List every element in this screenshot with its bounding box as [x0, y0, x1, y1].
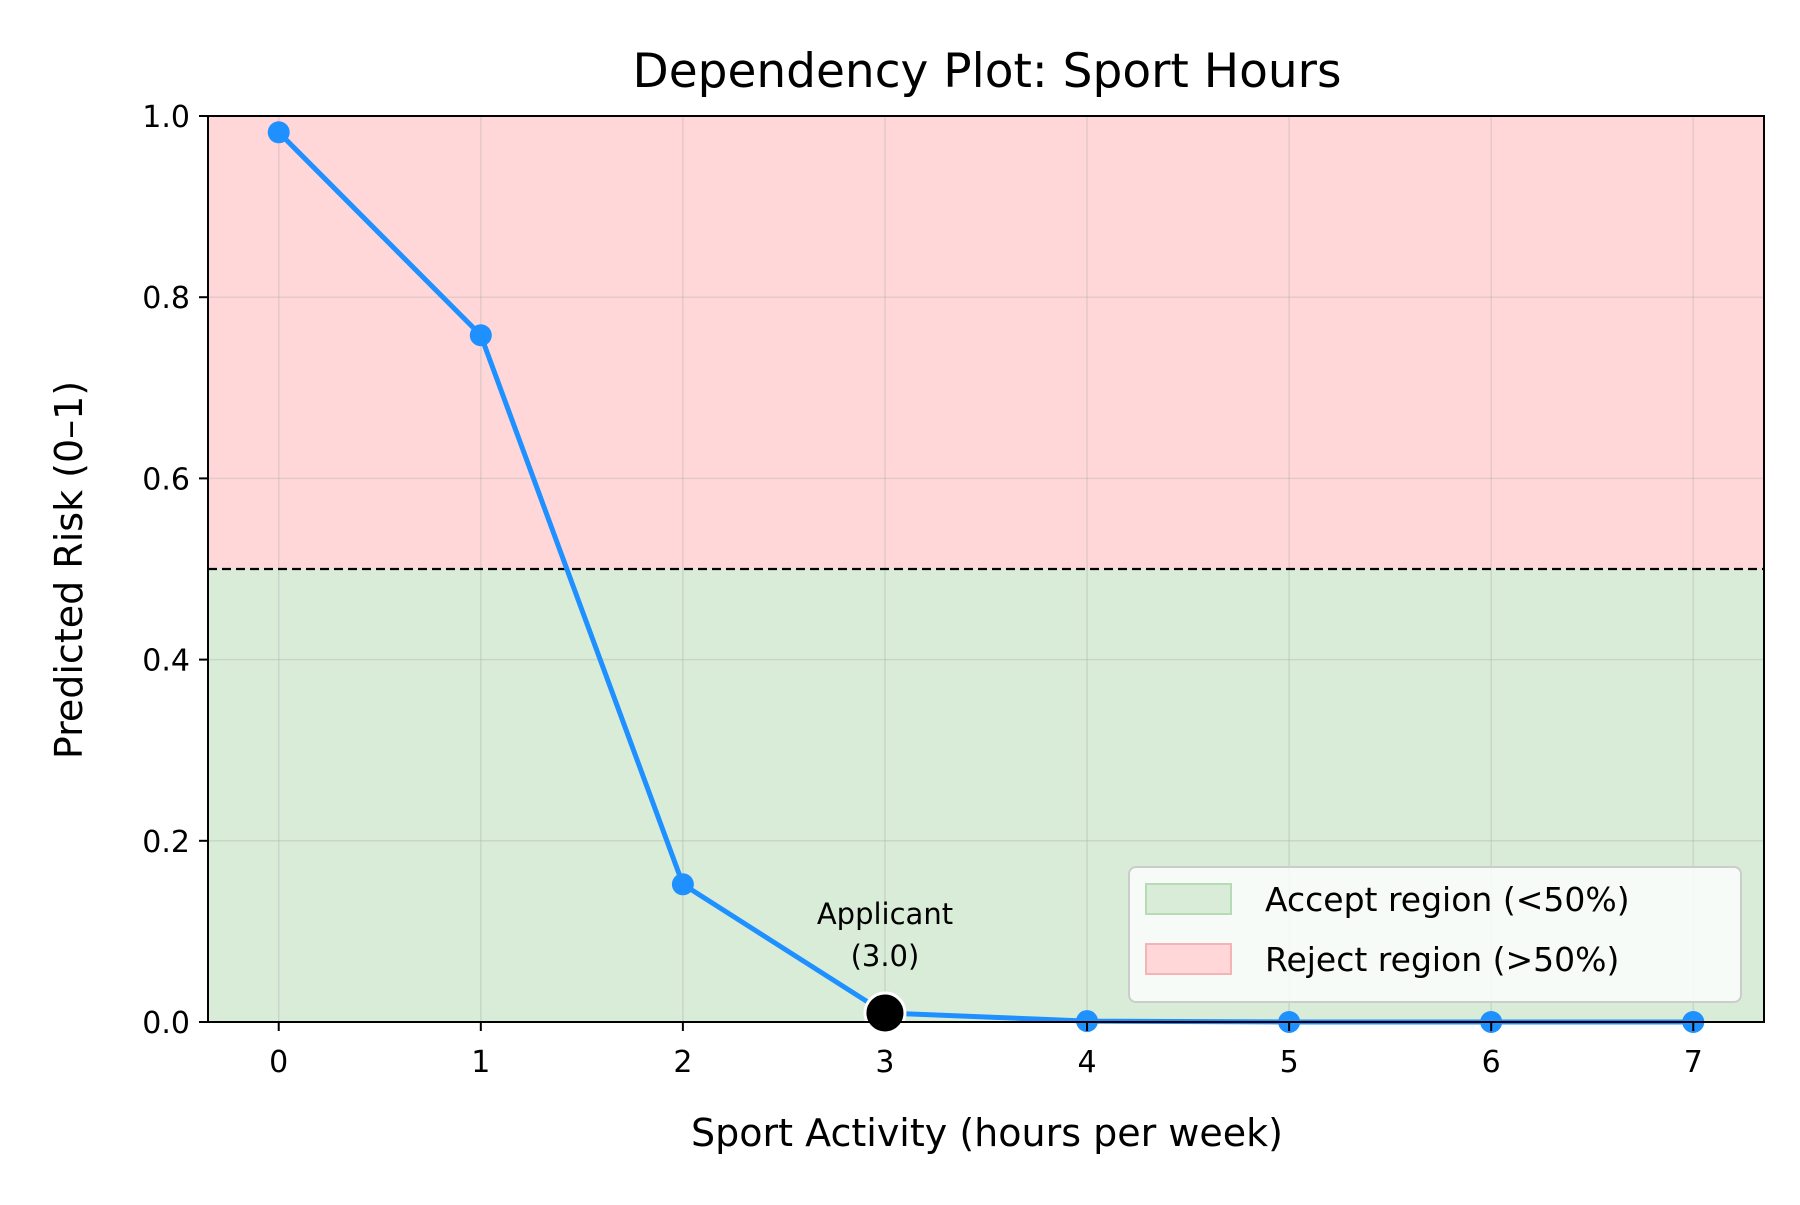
x-tick-label: 7: [1684, 1045, 1703, 1080]
data-point: [267, 121, 290, 144]
data-point: [469, 324, 492, 347]
x-tick-label: 5: [1280, 1045, 1299, 1080]
legend-label: Reject region (>50%): [1265, 940, 1619, 979]
x-tick-label: 4: [1077, 1045, 1096, 1080]
x-tick-label: 1: [471, 1045, 490, 1080]
y-tick-label: 0.8: [142, 281, 190, 316]
reject-region: [208, 116, 1764, 569]
legend-swatch: [1145, 943, 1232, 975]
regions-layer: [208, 116, 1764, 1022]
y-tick-label: 0.2: [142, 825, 190, 860]
x-tick-label: 6: [1482, 1045, 1501, 1080]
annotation-line-1: Applicant: [817, 897, 953, 931]
legend-swatch: [1145, 883, 1232, 915]
legend-box: [1128, 866, 1742, 1003]
x-tick-label: 0: [269, 1045, 288, 1080]
annotation-layer: Applicant (3.0): [817, 897, 953, 973]
x-tick-label: 3: [875, 1045, 894, 1080]
y-tick-label: 0.6: [142, 462, 190, 497]
y-tick-label: 0.0: [142, 1006, 190, 1041]
annotation-line-2: (3.0): [851, 939, 920, 973]
x-axis-label: Sport Activity (hours per week): [691, 1111, 1283, 1155]
legend-layer: Accept region (<50%) Reject region (>50%): [1128, 866, 1742, 1003]
axes-layer: 0 1 2 3 4 5 6 7 0.0 0.2 0.4 0.6 0.8 1.0: [142, 100, 1765, 1080]
plot-frame: [207, 115, 1765, 1023]
y-tick-label: 0.4: [142, 644, 190, 679]
x-tick-label: 2: [673, 1045, 692, 1080]
chart-title: Dependency Plot: Sport Hours: [633, 44, 1342, 99]
y-tick-label: 1.0: [142, 100, 190, 135]
data-point: [671, 873, 694, 896]
legend-label: Accept region (<50%): [1265, 880, 1630, 919]
y-axis-label: Predicted Risk (0–1): [47, 381, 91, 759]
